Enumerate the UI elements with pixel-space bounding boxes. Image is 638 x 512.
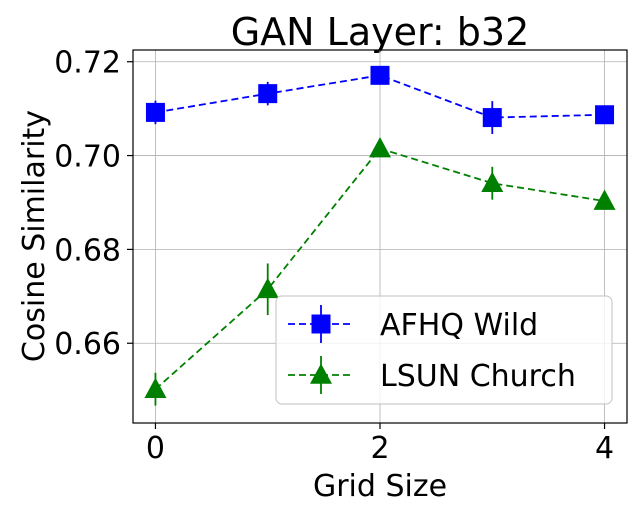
legend-marker <box>311 314 331 334</box>
data-point <box>370 65 390 85</box>
legend-label: LSUN Church <box>380 359 576 394</box>
legend-label: AFHQ Wild <box>380 308 538 343</box>
data-point <box>482 108 502 128</box>
data-point <box>256 277 279 299</box>
plot-frame <box>132 49 628 424</box>
chart-title: GAN Layer: b32 <box>231 10 530 54</box>
series-1 <box>145 65 615 134</box>
y-tick-label: 0.70 <box>54 140 121 175</box>
series <box>144 65 616 406</box>
legend-box <box>275 295 613 405</box>
y-axis-label: Cosine Similarity <box>17 110 52 362</box>
data-point <box>258 84 278 104</box>
legend-entry-2: LSUN Church <box>288 356 576 394</box>
series-2 <box>144 136 616 406</box>
y-tick-label: 0.66 <box>54 327 121 362</box>
data-point <box>369 136 391 158</box>
y-tick-label: 0.68 <box>54 233 121 268</box>
ticks: 0 2 4 0.66 0.68 0.70 0.72 <box>54 46 614 466</box>
legend-marker <box>310 363 332 384</box>
y-tick-label: 0.72 <box>54 46 121 81</box>
legend: AFHQ Wild LSUN Church <box>275 295 613 405</box>
data-point <box>593 189 616 210</box>
data-point <box>145 102 165 122</box>
x-tick-label: 4 <box>595 431 614 466</box>
data-point <box>595 105 615 125</box>
x-tick-label: 0 <box>146 431 165 466</box>
x-axis-label: Grid Size <box>313 469 447 504</box>
data-point <box>144 377 167 399</box>
x-tick-label: 2 <box>370 431 389 466</box>
legend-entry-1: AFHQ Wild <box>288 305 538 343</box>
data-point <box>481 171 504 193</box>
